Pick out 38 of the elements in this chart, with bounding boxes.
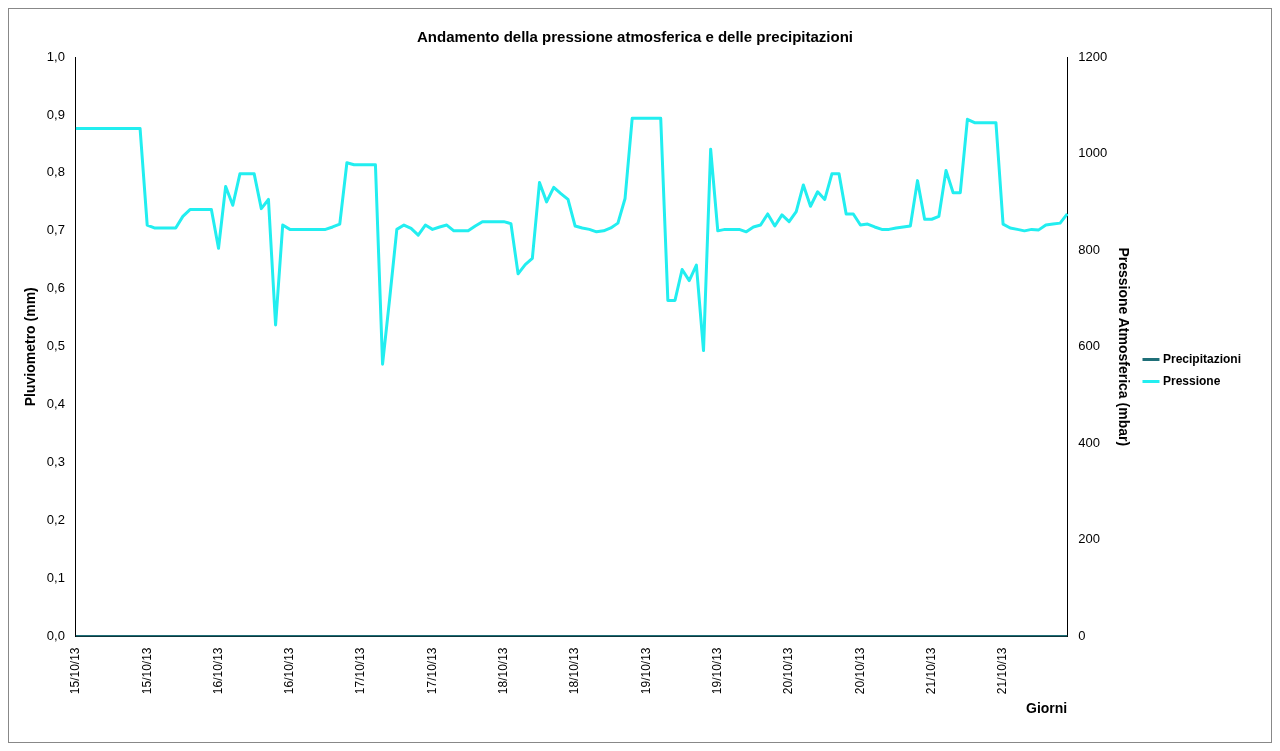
y-tick-label: 0,2 [46,512,65,528]
x-tick-label: 18/10/13 [496,647,511,695]
y-tick-label: 0,0 [46,628,65,644]
x-tick-label: 19/10/13 [638,647,653,695]
y2-tick-label: 600 [1078,338,1100,354]
x-tick-label: 17/10/13 [424,647,439,695]
x-axis-title: Giorni [1026,700,1068,717]
y-tick-label: 0,7 [46,222,65,238]
y-tick-label: 1,0 [46,48,65,64]
y-tick-label: 0,6 [46,280,65,296]
y2-tick-label: 0 [1078,628,1086,644]
x-tick-label: 15/10/13 [68,647,83,695]
y2-tick-label: 1200 [1078,48,1108,64]
y-tick-label: 0,4 [46,396,65,412]
y2-tick-label: 200 [1078,531,1100,547]
x-tick-label: 20/10/13 [781,647,796,695]
y-tick-label: 0,1 [46,570,65,586]
x-tick-label: 20/10/13 [852,647,867,695]
y-tick-label: 0,3 [46,454,65,470]
legend-label: Pressione [1162,373,1221,388]
x-tick-label: 16/10/13 [210,647,225,695]
chart-title: Andamento della pressione atmosferica e delle precipitazioni [417,28,853,46]
legend-label: Precipitazioni [1162,351,1242,366]
y-tick-label: 0,8 [46,164,65,180]
y-axis-title: Pluviometro (mm) [22,287,39,407]
y-tick-label: 0,5 [46,338,65,354]
x-tick-label: 18/10/13 [567,647,582,695]
y-tick-label: 0,9 [46,106,65,122]
y2-tick-label: 800 [1078,241,1100,257]
x-tick-label: 17/10/13 [353,647,368,695]
y2-tick-label: 400 [1078,434,1100,450]
y2-tick-label: 1000 [1078,145,1108,161]
x-tick-label: 21/10/13 [924,647,939,695]
x-tick-label: 21/10/13 [995,647,1010,695]
y2-axis-title: Pressione Atmosferica (mbar) [1115,247,1132,447]
x-tick-label: 19/10/13 [710,647,725,695]
x-tick-label: 16/10/13 [282,647,297,695]
x-tick-label: 15/10/13 [139,647,154,695]
